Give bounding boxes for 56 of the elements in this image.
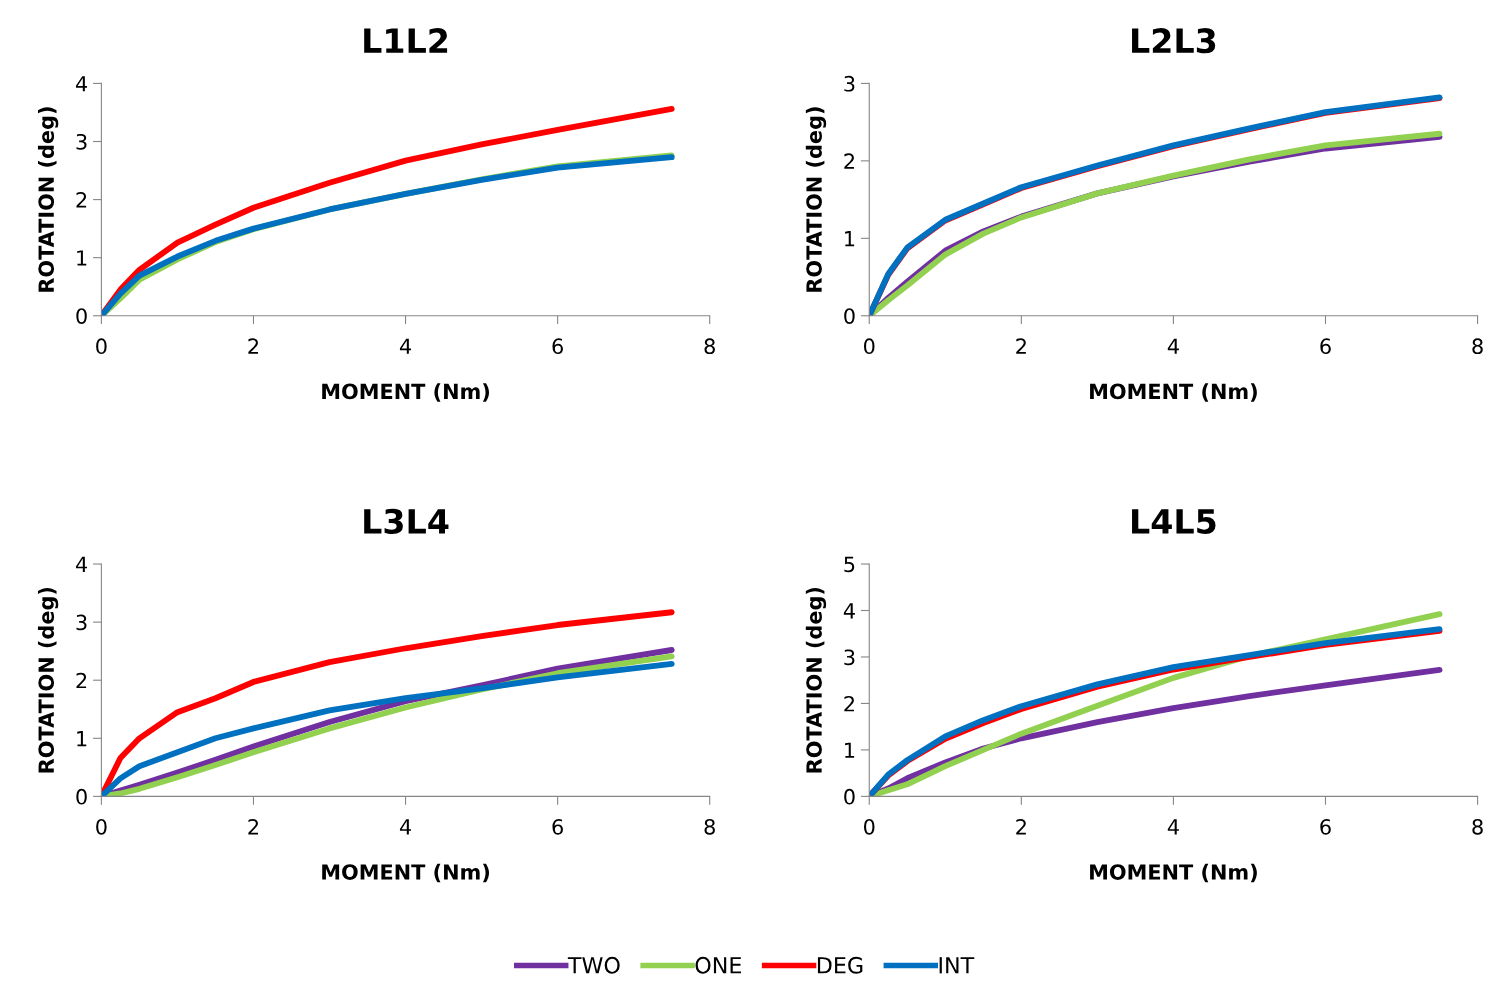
y-axis-title: ROTATION (deg) xyxy=(37,107,59,292)
x-tick-label: 2 xyxy=(248,338,259,354)
x-tick-label: 0 xyxy=(864,338,875,355)
y-tick-label: 2 xyxy=(844,153,854,169)
x-tick-label: 6 xyxy=(1320,818,1331,835)
x-tick-label: 0 xyxy=(864,818,875,835)
legend-label: INT xyxy=(939,957,975,974)
x-tick-label: 8 xyxy=(1472,338,1483,355)
y-tick-label: 1 xyxy=(845,231,855,247)
y-axis-title: ROTATION (deg) xyxy=(805,107,827,292)
y-tick-label: 1 xyxy=(845,742,855,758)
y-tick-label: 4 xyxy=(843,603,855,619)
chart-title: L2L3 xyxy=(1132,28,1216,54)
y-axis-title: ROTATION (deg) xyxy=(805,587,827,773)
x-axis-title: MOMENT (Nm) xyxy=(1090,863,1257,883)
x-tick-label: 4 xyxy=(399,819,412,835)
x-tick-label: 8 xyxy=(1472,818,1483,835)
x-tick-label: 8 xyxy=(704,338,715,355)
y-tick-label: 1 xyxy=(77,731,87,747)
x-tick-label: 8 xyxy=(704,818,715,835)
y-tick-label: 4 xyxy=(75,76,88,92)
y-tick-label: 2 xyxy=(844,695,854,712)
y-tick-label: 2 xyxy=(76,192,87,208)
y-tick-label: 2 xyxy=(76,672,87,689)
y-tick-label: 3 xyxy=(844,75,855,92)
legend-label: TWO xyxy=(567,956,620,974)
y-tick-label: 5 xyxy=(844,556,855,573)
chart-title: L3L4 xyxy=(364,508,449,534)
x-axis-title: MOMENT (Nm) xyxy=(1090,383,1257,402)
y-tick-label: 0 xyxy=(76,788,87,805)
x-tick-label: 2 xyxy=(1016,818,1026,835)
y-tick-label: 3 xyxy=(76,133,87,150)
y-tick-label: 3 xyxy=(844,649,855,666)
y-tick-label: 3 xyxy=(76,614,87,631)
y-tick-label: 0 xyxy=(844,788,855,805)
x-tick-label: 6 xyxy=(552,818,563,835)
x-tick-label: 0 xyxy=(96,818,107,835)
y-axis-title: ROTATION (deg) xyxy=(37,587,59,773)
x-tick-label: 0 xyxy=(96,338,107,355)
y-tick-label: 0 xyxy=(844,308,855,324)
chart-title: L1L2 xyxy=(364,28,448,53)
x-tick-label: 2 xyxy=(1016,338,1026,354)
x-tick-label: 6 xyxy=(1320,338,1331,355)
y-tick-label: 0 xyxy=(76,308,87,324)
x-tick-label: 4 xyxy=(1167,819,1179,835)
legend-label: ONE xyxy=(695,956,741,974)
x-tick-label: 2 xyxy=(248,818,259,835)
x-axis-title: MOMENT (Nm) xyxy=(322,383,490,402)
x-tick-label: 4 xyxy=(1167,338,1179,354)
legend-label: DEG xyxy=(817,956,863,974)
x-tick-label: 4 xyxy=(399,338,412,354)
x-tick-label: 6 xyxy=(552,338,563,355)
y-tick-label: 1 xyxy=(77,250,87,266)
chart-title: L4L5 xyxy=(1132,509,1216,534)
x-axis-title: MOMENT (Nm) xyxy=(322,863,490,883)
y-tick-label: 4 xyxy=(75,556,88,572)
